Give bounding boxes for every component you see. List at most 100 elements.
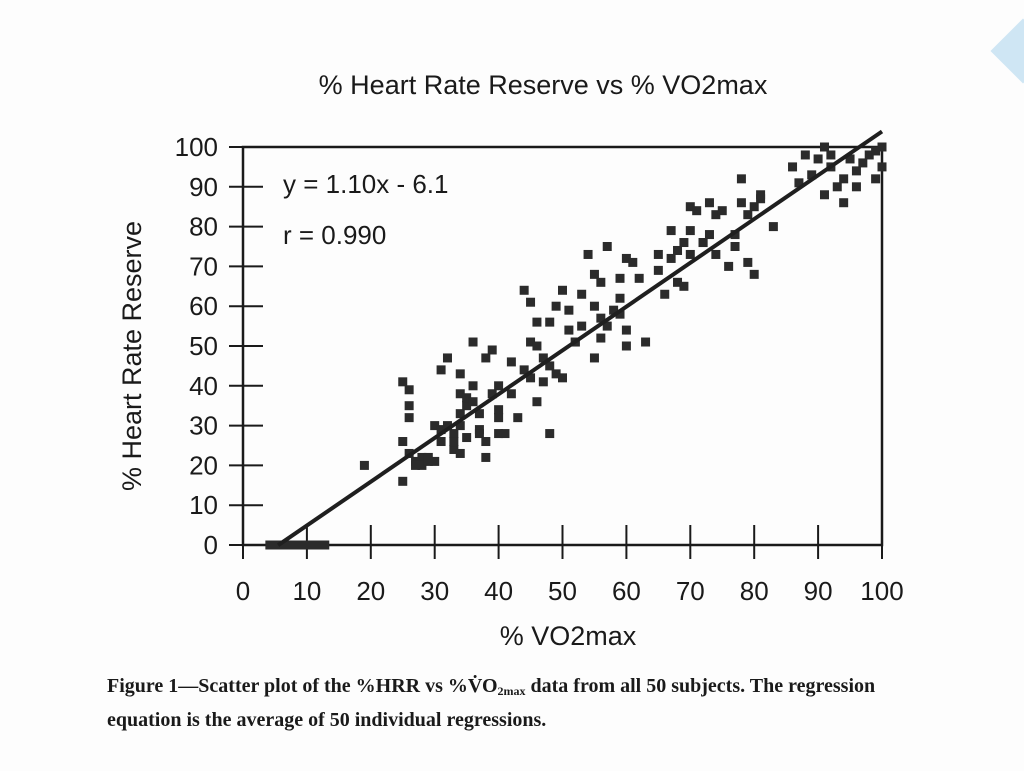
data-point <box>800 150 810 160</box>
y-tick-label: 20 <box>189 450 218 480</box>
x-tick-label: 100 <box>860 576 903 606</box>
data-point <box>851 182 861 192</box>
y-axis-label: % Heart Rate Reserve <box>117 221 147 491</box>
data-point <box>474 409 484 419</box>
data-point <box>589 301 599 311</box>
data-point <box>558 285 567 295</box>
data-point <box>455 389 465 399</box>
y-tick-label: 70 <box>189 251 218 281</box>
data-point <box>487 345 497 355</box>
data-point <box>545 429 555 439</box>
y-tick-label: 60 <box>189 291 218 321</box>
data-point <box>698 238 708 248</box>
data-point <box>673 245 683 255</box>
data-point <box>462 433 472 443</box>
data-point <box>442 353 452 363</box>
data-point <box>551 301 561 311</box>
data-point <box>864 150 874 160</box>
data-point <box>519 365 529 375</box>
data-point <box>615 293 625 303</box>
data-point <box>526 373 536 383</box>
data-point <box>736 198 746 208</box>
data-point <box>519 285 529 295</box>
data-point <box>494 381 504 391</box>
data-point <box>602 321 612 331</box>
data-point <box>442 421 452 431</box>
data-point <box>558 373 567 383</box>
data-point <box>423 456 433 466</box>
data-point <box>481 437 491 447</box>
x-tick-label: 10 <box>292 576 321 606</box>
data-point <box>526 337 536 347</box>
y-tick-label: 30 <box>189 411 218 441</box>
data-point <box>704 230 714 240</box>
data-point <box>711 249 721 259</box>
data-point <box>430 421 440 431</box>
data-point <box>730 242 740 251</box>
data-point <box>621 341 631 351</box>
data-point <box>826 150 836 160</box>
r-annotation: r = 0.990 <box>283 220 386 250</box>
data-point <box>692 206 702 216</box>
data-point <box>596 313 606 323</box>
data-point <box>538 353 548 363</box>
data-point <box>526 297 536 307</box>
equation-annotation: y = 1.10x - 6.1 <box>283 169 448 199</box>
data-point <box>660 289 670 299</box>
data-point <box>494 429 504 439</box>
data-point <box>532 341 542 351</box>
data-point <box>430 456 440 466</box>
data-point <box>653 249 663 259</box>
data-point <box>404 413 414 423</box>
x-tick-label: 50 <box>548 576 577 606</box>
data-point <box>756 190 766 200</box>
data-point <box>404 401 414 411</box>
data-point <box>609 305 619 315</box>
data-point <box>455 421 465 431</box>
data-point <box>839 174 849 184</box>
data-point <box>768 222 778 232</box>
data-point <box>819 142 829 152</box>
data-point <box>474 429 484 439</box>
data-point <box>455 448 465 458</box>
data-point <box>749 202 759 212</box>
data-point <box>436 365 446 375</box>
data-point <box>532 317 542 327</box>
axis-ticks: 0 10 20 30 40 50 60 70 80 90 100 0 10 20 30 40 50 60 70 80 9… <box>175 132 904 606</box>
data-point <box>455 409 465 419</box>
data-point <box>788 162 798 172</box>
data-point <box>436 425 446 435</box>
figure-caption: Figure 1—Scatter plot of the %HRR vs %V̇… <box>107 672 927 735</box>
caption-label: Figure 1 <box>107 675 179 697</box>
data-point <box>398 437 408 447</box>
data-point <box>832 182 842 192</box>
data-point <box>487 389 497 399</box>
data-point <box>589 269 599 279</box>
data-point <box>685 249 695 259</box>
caption-subscript: 2max <box>497 684 526 698</box>
data-point <box>871 174 881 184</box>
data-point <box>462 393 472 403</box>
data-point <box>564 325 574 335</box>
data-point <box>724 261 734 271</box>
data-point <box>596 333 606 343</box>
x-tick-label: 80 <box>740 576 769 606</box>
data-point <box>749 269 759 279</box>
data-point <box>621 253 631 263</box>
x-tick-label: 40 <box>484 576 513 606</box>
data-point <box>877 142 887 152</box>
data-point <box>704 198 714 208</box>
x-tick-label: 20 <box>356 576 385 606</box>
data-point <box>577 289 587 299</box>
data-point <box>583 249 593 259</box>
data-point <box>449 437 459 447</box>
data-point <box>398 476 408 486</box>
data-point <box>807 170 817 180</box>
y-tick-label: 0 <box>204 530 218 560</box>
data-point <box>436 437 446 447</box>
data-point <box>449 444 459 454</box>
data-point <box>679 238 689 248</box>
data-point <box>398 377 408 387</box>
data-point <box>813 154 823 164</box>
data-point <box>494 405 504 415</box>
